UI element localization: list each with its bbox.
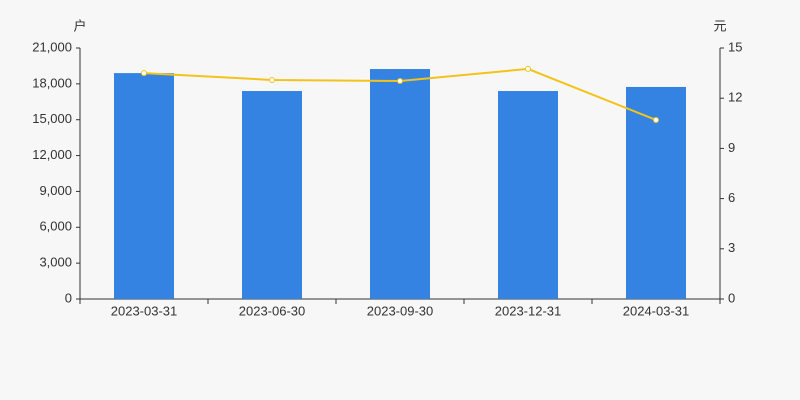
- y2-tick-label: 9: [728, 140, 735, 155]
- bar: [242, 91, 302, 300]
- x-tick-label: 2023-03-31: [111, 303, 178, 318]
- y-tick-label: 0: [65, 290, 72, 305]
- y2-tick-label: 0: [728, 290, 735, 305]
- line-point: [397, 77, 403, 84]
- y-tick-label: 9,000: [39, 183, 72, 198]
- y2-unit: 元: [713, 18, 726, 33]
- bar: [370, 69, 430, 299]
- bar: [498, 91, 558, 300]
- y-unit: 户: [73, 18, 86, 33]
- y-tick-label: 3,000: [39, 255, 72, 270]
- line-point: [653, 116, 659, 123]
- x-tick-label: 2023-06-30: [239, 303, 306, 318]
- y-tick-label: 18,000: [32, 75, 72, 90]
- x-tick-label: 2024-03-31: [623, 303, 690, 318]
- x-tick-label: 2023-09-30: [367, 303, 434, 318]
- y-tick-label: 6,000: [39, 219, 72, 234]
- x-tick-label: 2023-12-31: [495, 303, 562, 318]
- line-point: [269, 76, 275, 83]
- bar: [114, 73, 174, 299]
- y-tick-label: 15,000: [32, 111, 72, 126]
- y-tick-label: 21,000: [32, 39, 72, 54]
- y2-tick-label: 3: [728, 240, 735, 255]
- y-tick-label: 12,000: [32, 147, 72, 162]
- line-point: [525, 65, 531, 72]
- y2-tick-label: 6: [728, 190, 735, 205]
- y2-tick-label: 15: [728, 39, 742, 54]
- line-point: [141, 70, 147, 77]
- y2-tick-label: 12: [728, 90, 742, 105]
